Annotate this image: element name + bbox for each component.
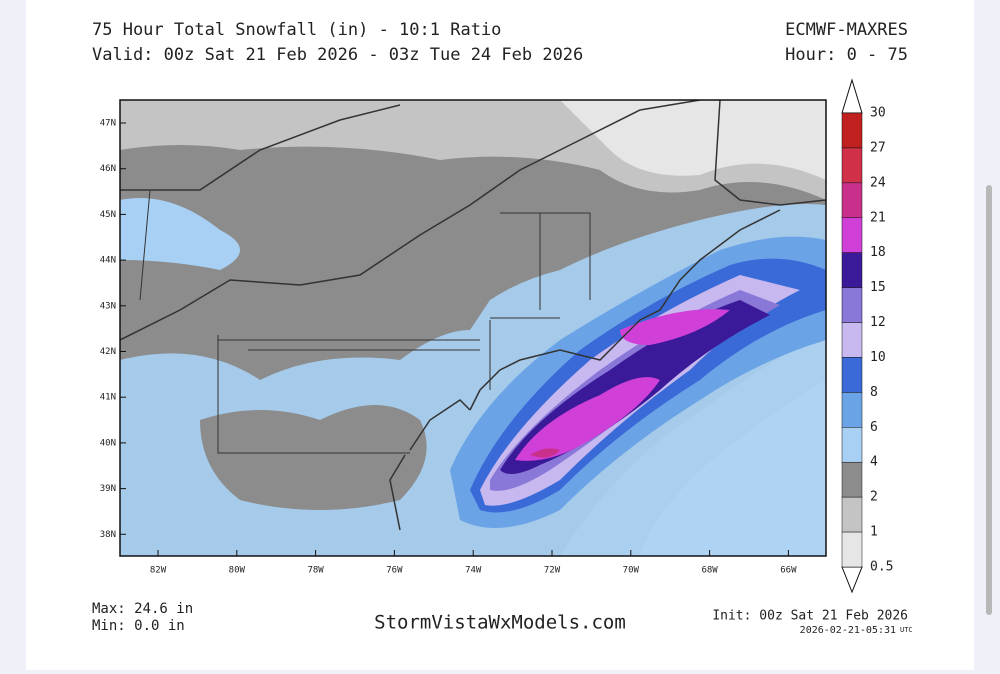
lat-label: 42N xyxy=(100,347,116,357)
lat-label: 46N xyxy=(100,164,116,174)
lat-label: 44N xyxy=(100,256,116,266)
colorbar-band xyxy=(841,287,863,323)
colorbar-label: 27 xyxy=(870,140,886,155)
colorbar-label: 10 xyxy=(870,350,886,365)
colorbar-band xyxy=(841,322,863,358)
colorbar-band xyxy=(841,531,863,568)
colorbar-label: 6 xyxy=(870,420,878,435)
max-value: Max: 24.6 in xyxy=(92,601,193,617)
lat-label: 40N xyxy=(100,438,116,448)
lon-label: 78W xyxy=(307,566,324,576)
colorbar-label: 8 xyxy=(870,385,878,400)
colorbar-label: 0.5 xyxy=(870,560,893,575)
colorbar-band xyxy=(841,182,863,219)
colorbar-label: 2 xyxy=(870,490,878,505)
lon-label: 76W xyxy=(386,566,403,576)
colorbar-band xyxy=(841,217,863,253)
colorbar-band xyxy=(841,147,863,184)
colorbar-band xyxy=(841,461,863,498)
title: 75 Hour Total Snowfall (in) - 10:1 Ratio xyxy=(92,20,501,40)
colorbar-band xyxy=(841,112,863,149)
lon-label: 72W xyxy=(544,566,561,576)
colorbar-label: 15 xyxy=(870,280,886,295)
lon-label: 80W xyxy=(229,566,246,576)
lon-label: 66W xyxy=(780,566,797,576)
lon-label: 82W xyxy=(150,566,167,576)
colorbar-label: 18 xyxy=(870,245,886,260)
hour-range: Hour: 0 - 75 xyxy=(785,45,908,65)
lon-label: 74W xyxy=(465,566,482,576)
lat-label: 38N xyxy=(100,530,116,540)
colorbar-label: 24 xyxy=(870,175,886,190)
colorbar-label: 30 xyxy=(870,106,886,121)
lat-label: 47N xyxy=(100,119,116,129)
valid-time: Valid: 00z Sat 21 Feb 2026 - 03z Tue 24 … xyxy=(92,45,583,65)
timestamp: 2026-02-21-05:31 xyxy=(800,625,896,636)
scrollbar[interactable] xyxy=(986,185,992,615)
map xyxy=(119,99,827,557)
lat-label: 39N xyxy=(100,484,116,494)
model: ECMWF-MAXRES xyxy=(785,20,908,40)
lat-label: 41N xyxy=(100,393,116,403)
colorbar-label: 21 xyxy=(870,210,886,225)
lat-label: 43N xyxy=(100,301,116,311)
colorbar-band xyxy=(841,427,863,463)
timezone: UTC xyxy=(900,626,913,634)
colorbar-label: 1 xyxy=(870,525,878,540)
colorbar-band xyxy=(841,392,863,428)
min-value: Min: 0.0 in xyxy=(92,618,185,634)
colorbar-band xyxy=(841,357,863,393)
site-name: StormVistaWxModels.com xyxy=(374,612,626,634)
init-time: Init: 00z Sat 21 Feb 2026 xyxy=(712,609,908,624)
colorbar-band xyxy=(841,496,863,533)
lat-label: 45N xyxy=(100,210,116,220)
colorbar-label: 12 xyxy=(870,315,886,330)
colorbar-label: 4 xyxy=(870,455,878,470)
lon-label: 68W xyxy=(701,566,718,576)
colorbar-band xyxy=(841,252,863,288)
lon-label: 70W xyxy=(623,566,640,576)
